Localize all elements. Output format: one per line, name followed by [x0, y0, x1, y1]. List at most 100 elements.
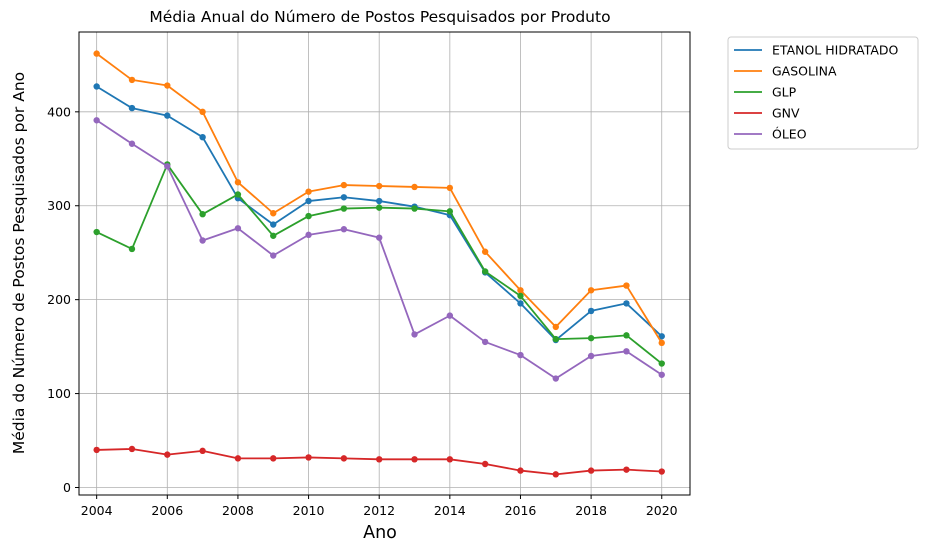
data-point-gasolina — [128, 76, 136, 84]
data-point-gnv — [411, 456, 418, 463]
data-point-leo — [305, 231, 312, 239]
data-point-glp — [234, 191, 242, 198]
data-point-glp — [517, 292, 524, 300]
data-point-etanol-hidratado — [270, 221, 277, 228]
data-point-gnv — [658, 468, 665, 475]
data-point-leo — [587, 352, 595, 360]
x-tick-label: 2016 — [505, 503, 537, 518]
data-point-gnv — [517, 467, 524, 474]
data-point-etanol-hidratado — [93, 83, 100, 90]
x-tick-label: 2014 — [434, 503, 466, 518]
plot-area — [78, 31, 691, 496]
legend-label: GASOLINA — [772, 64, 837, 79]
data-point-leo — [658, 371, 665, 378]
data-point-gasolina — [446, 184, 454, 192]
series-gasolina — [93, 50, 665, 347]
legend: ETANOL HIDRATADO GASOLINA GLP GNV ÓLEO — [727, 36, 919, 150]
legend-label: ETANOL HIDRATADO — [772, 43, 899, 58]
series-leo — [93, 117, 665, 382]
y-tick-label: 0 — [63, 480, 71, 495]
y-tick-label: 200 — [47, 292, 71, 307]
x-tick-label: 2006 — [151, 503, 183, 518]
data-point-etanol-hidratado — [199, 133, 206, 141]
data-point-leo — [376, 234, 383, 241]
x-tick-label: 2004 — [81, 503, 113, 518]
data-point-etanol-hidratado — [128, 104, 136, 112]
x-tick-label: 2010 — [293, 503, 325, 518]
data-point-gasolina — [340, 181, 348, 189]
data-point-glp — [128, 245, 136, 253]
legend-label: GLP — [772, 85, 797, 100]
data-point-glp — [270, 232, 277, 239]
y-tick-label: 100 — [47, 386, 71, 401]
data-point-etanol-hidratado — [623, 300, 630, 307]
data-point-etanol-hidratado — [340, 194, 348, 201]
data-point-gnv — [623, 466, 630, 473]
data-point-gasolina — [199, 108, 206, 116]
data-point-leo — [340, 226, 348, 233]
data-point-gnv — [305, 454, 312, 461]
data-point-gasolina — [552, 323, 559, 331]
data-point-leo — [481, 338, 489, 346]
y-tick-label: 300 — [47, 198, 71, 213]
x-tick-label: 2020 — [646, 503, 678, 518]
data-point-etanol-hidratado — [658, 333, 665, 340]
data-point-gasolina — [623, 282, 630, 289]
data-point-etanol-hidratado — [376, 197, 383, 205]
data-point-glp — [658, 360, 665, 367]
data-point-glp — [411, 205, 418, 212]
data-point-gasolina — [305, 188, 312, 195]
data-point-leo — [552, 375, 559, 382]
data-point-gnv — [270, 455, 277, 462]
data-point-leo — [623, 348, 630, 355]
data-point-gasolina — [376, 182, 383, 190]
data-point-gnv — [93, 446, 100, 454]
data-point-leo — [164, 163, 171, 170]
series-gnv — [93, 445, 665, 478]
legend-box — [727, 36, 919, 150]
data-point-leo — [446, 312, 454, 319]
data-point-gnv — [199, 447, 206, 455]
y-axis-ticks: 0 100 200 300 400 — [47, 104, 79, 495]
data-point-leo — [93, 117, 100, 124]
data-point-glp — [376, 204, 383, 211]
data-point-leo — [199, 237, 206, 244]
chart-title: Média Anual do Número de Postos Pesquisa… — [149, 8, 610, 26]
data-point-glp — [587, 334, 595, 342]
grid — [79, 32, 690, 495]
data-point-glp — [623, 332, 630, 339]
data-point-gasolina — [481, 248, 489, 255]
data-point-gasolina — [234, 179, 242, 186]
data-point-glp — [305, 212, 312, 220]
x-tick-label: 2018 — [575, 503, 607, 518]
data-point-gnv — [340, 455, 348, 462]
data-point-gasolina — [517, 287, 524, 294]
data-point-glp — [340, 205, 348, 212]
data-point-gnv — [376, 456, 383, 463]
data-point-glp — [481, 268, 489, 275]
data-point-gasolina — [587, 287, 595, 294]
data-point-gasolina — [164, 82, 171, 89]
data-point-leo — [128, 140, 136, 147]
data-point-etanol-hidratado — [164, 112, 171, 119]
data-point-glp — [199, 210, 206, 218]
y-axis-label: Média do Número de Postos Pesquisados po… — [10, 72, 28, 454]
data-point-glp — [446, 208, 454, 215]
data-point-gasolina — [411, 183, 418, 191]
legend-label: ÓLEO — [772, 127, 807, 142]
data-point-gnv — [446, 456, 454, 463]
data-point-leo — [517, 351, 524, 359]
data-point-gnv — [587, 467, 595, 474]
data-point-gnv — [164, 451, 171, 458]
data-point-glp — [552, 335, 559, 343]
data-point-gnv — [552, 471, 559, 478]
data-point-leo — [234, 225, 242, 232]
x-tick-label: 2012 — [363, 503, 395, 518]
series-layer — [93, 50, 665, 478]
x-axis-ticks: 2004 2006 2008 2010 2012 2014 2016 2018 2020 — [81, 495, 678, 518]
data-point-etanol-hidratado — [305, 197, 312, 205]
series-glp — [93, 161, 665, 367]
data-point-leo — [411, 331, 418, 338]
